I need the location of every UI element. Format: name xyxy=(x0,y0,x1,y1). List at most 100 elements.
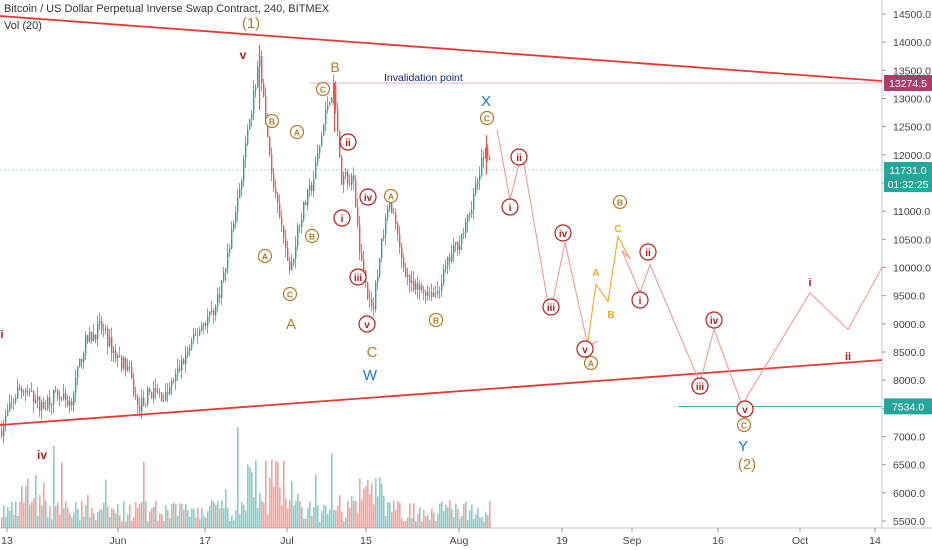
candle xyxy=(35,394,37,405)
candle xyxy=(331,97,333,104)
wave-label: v xyxy=(240,48,247,62)
volume-bar xyxy=(219,508,221,528)
candle xyxy=(203,322,205,335)
circled-label: B xyxy=(612,194,628,210)
wave-label: W xyxy=(363,367,378,384)
candle-body xyxy=(201,325,203,331)
volume-bar xyxy=(35,475,37,528)
candle-body xyxy=(475,183,477,194)
volume-bar xyxy=(55,505,57,528)
time-tick-label: Aug xyxy=(450,535,469,547)
candle-body xyxy=(407,274,409,277)
candle xyxy=(7,403,9,417)
candle-body xyxy=(433,292,435,297)
wave-label: C xyxy=(614,224,621,235)
volume-bar xyxy=(43,482,45,528)
label-text: A xyxy=(262,252,268,262)
candle xyxy=(449,252,451,270)
price-marker-box xyxy=(884,176,932,193)
volume-bars xyxy=(1,427,491,528)
circled-label: A xyxy=(289,124,305,140)
candle xyxy=(467,213,469,232)
candle xyxy=(133,372,135,398)
projection-path-red xyxy=(621,250,883,407)
candle xyxy=(417,275,419,299)
volume-bar xyxy=(293,505,295,528)
candle xyxy=(327,96,329,114)
volume-bar xyxy=(297,493,299,528)
candle xyxy=(437,281,439,298)
volume-bar xyxy=(273,486,275,528)
volume-bar xyxy=(351,496,353,528)
volume-bar xyxy=(119,515,121,528)
volume-bar xyxy=(359,478,361,528)
volume-bar xyxy=(153,506,155,528)
volume-bar xyxy=(139,503,141,528)
volume-bar xyxy=(241,502,243,528)
volume-bar xyxy=(341,512,343,528)
candle-body xyxy=(119,355,121,357)
price-marker-box xyxy=(884,161,932,178)
candle-body xyxy=(61,398,63,400)
volume-bar xyxy=(465,501,467,528)
label-circle xyxy=(612,194,628,210)
wave-label: Y xyxy=(738,438,748,455)
volume-bar xyxy=(177,515,179,528)
candle xyxy=(95,334,97,344)
candle-body xyxy=(95,334,97,340)
candle-body xyxy=(115,350,117,359)
candle-body xyxy=(373,306,375,309)
candle xyxy=(361,244,363,262)
candle-body xyxy=(29,390,31,392)
label-text: C xyxy=(320,85,326,95)
price-marker: 11731.0 xyxy=(884,161,932,178)
price-tick-label: 5500.0 xyxy=(893,516,925,528)
label-circle xyxy=(349,268,367,286)
candle-body xyxy=(329,102,331,106)
price-tick-label: 12500.0 xyxy=(893,122,931,134)
candle-body xyxy=(101,320,103,330)
candle xyxy=(23,389,25,397)
candle-body xyxy=(17,387,19,399)
label-circle xyxy=(542,298,560,316)
volume-bar xyxy=(237,427,239,528)
volume-bar xyxy=(85,504,87,528)
volume-bar xyxy=(443,511,445,528)
volume-bar xyxy=(217,501,219,528)
label-circle xyxy=(315,81,331,97)
candle xyxy=(385,213,387,246)
candle-body xyxy=(395,213,397,225)
candle-body xyxy=(131,366,133,379)
candle-body xyxy=(471,210,473,214)
candle-body xyxy=(105,328,107,330)
candle xyxy=(29,388,31,397)
candle xyxy=(149,387,151,396)
volume-bar xyxy=(155,500,157,528)
volume-bar xyxy=(61,462,63,528)
volume-bar xyxy=(205,517,207,528)
candle-body xyxy=(255,87,257,91)
candle xyxy=(69,396,71,414)
candle xyxy=(285,229,287,258)
volume-bar xyxy=(169,518,171,528)
candle-body xyxy=(223,272,225,281)
candle xyxy=(281,210,283,232)
candle-body xyxy=(331,97,333,103)
candle-body xyxy=(297,225,299,247)
volume-bar xyxy=(63,507,65,528)
candle-body xyxy=(49,397,51,406)
candle-body xyxy=(489,157,491,161)
candle xyxy=(113,346,115,362)
candle-body xyxy=(401,247,403,259)
candle-body xyxy=(79,358,81,367)
volume-bar xyxy=(49,506,51,528)
candle xyxy=(55,385,57,393)
label-text: v xyxy=(582,345,588,356)
volume-bar xyxy=(161,514,163,528)
candle-body xyxy=(277,194,279,204)
candle xyxy=(421,282,423,294)
label-text: ii xyxy=(516,153,522,164)
candle-body xyxy=(269,137,271,155)
candle-body xyxy=(171,380,173,387)
